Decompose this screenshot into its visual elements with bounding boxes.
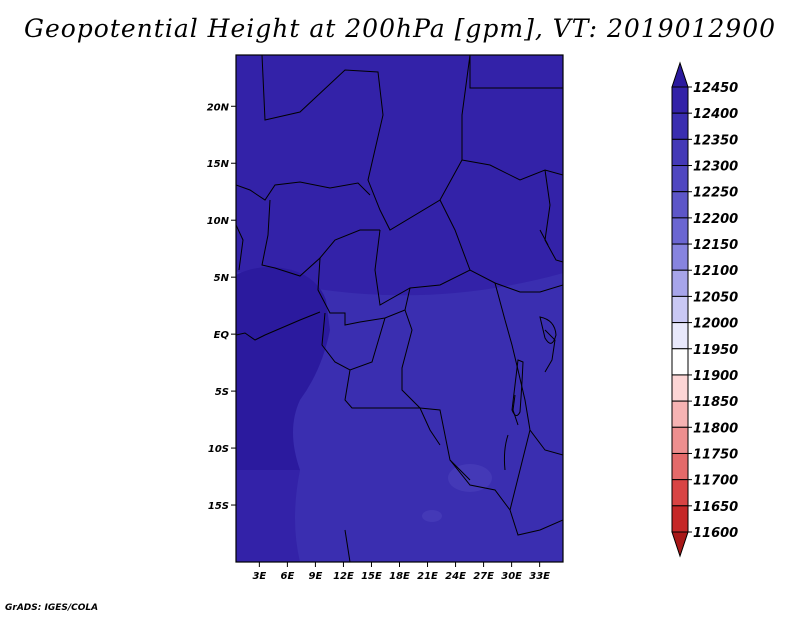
max-height-region-southwest: [236, 470, 300, 562]
colorbar-swatch: [671, 269, 689, 297]
colorbar-level-label: 12200: [693, 212, 738, 227]
lat-tick-label: EQ: [214, 330, 230, 341]
lon-tick-label: 9E: [309, 571, 323, 582]
lat-tick-label: 5N: [214, 273, 230, 284]
colorbar-swatch: [671, 505, 689, 533]
colorbar-level-label: 11850: [693, 395, 738, 410]
colorbar-swatch: [671, 322, 689, 350]
longitude-axis: 3E 6E 9E 12E 15E 18E 21E 24E 27E 30E 33E: [252, 562, 550, 582]
latitude-axis: 20N 15N 10N 5N EQ 5S 10S 15S: [207, 102, 236, 512]
lon-tick-label: 12E: [333, 571, 354, 582]
colorbar-swatch: [671, 348, 689, 376]
colorbar-level-label: 12100: [693, 264, 738, 279]
colorbar-level-label: 12050: [693, 290, 738, 305]
colorbar-swatch: [671, 400, 689, 428]
lon-tick-label: 15E: [361, 571, 382, 582]
colorbar-level-label: 11700: [693, 474, 738, 489]
colorbar: 12450 12400 12350 12300 12250 12200 12150 12100…: [671, 61, 738, 558]
colorbar-level-label: 11950: [693, 343, 738, 358]
colorbar-swatch: [671, 217, 689, 245]
colorbar-swatch: [671, 374, 689, 402]
colorbar-swatch: [671, 86, 689, 114]
colorbar-swatch: [671, 295, 689, 324]
lon-tick-label: 18E: [389, 571, 410, 582]
height-band: [236, 55, 563, 296]
colorbar-swatch: [671, 138, 689, 167]
lat-tick-label: 10S: [208, 444, 229, 455]
colorbar-swatch: [671, 243, 689, 271]
colorbar-swatch: [671, 191, 689, 219]
lat-tick-label: 15S: [208, 501, 229, 512]
colorbar-level-label: 11650: [693, 500, 738, 515]
lon-tick-label: 6E: [280, 571, 294, 582]
colorbar-top-arrow: [671, 61, 689, 88]
colorbar-swatch: [671, 165, 689, 193]
colorbar-level-label: 12400: [693, 107, 738, 122]
lake-outlines: [503, 229, 557, 471]
colorbar-level-label: 12150: [693, 238, 738, 253]
colorbar-level-label: 12250: [693, 186, 738, 201]
colorbar-level-label: 12450: [693, 81, 738, 96]
country-borders: [236, 55, 563, 562]
colorbar-level-label: 12300: [693, 160, 738, 175]
colorbar-swatch: [671, 479, 689, 507]
colorbar-level-label: 12350: [693, 133, 738, 148]
colorbar-level-label: 11900: [693, 369, 738, 384]
geopotential-field: [236, 55, 563, 562]
grads-credit: GrADS: IGES/COLA: [5, 603, 99, 613]
map-title: Geopotential Height at 200hPa [gpm], VT:…: [23, 14, 777, 43]
colorbar-level-label: 11750: [693, 447, 738, 462]
colorbar-swatch: [671, 452, 689, 481]
colorbar-swatch: [671, 426, 689, 454]
colorbar-level-label: 12000: [693, 317, 738, 332]
lat-tick-label: 15N: [207, 159, 230, 170]
lon-tick-label: 30E: [501, 571, 522, 582]
lon-tick-label: 21E: [417, 571, 438, 582]
local-low-patch: [422, 510, 442, 522]
colorbar-level-label: 11600: [693, 526, 738, 541]
colorbar-level-label: 11800: [693, 421, 738, 436]
lon-tick-label: 27E: [473, 571, 494, 582]
lat-tick-label: 5S: [215, 387, 229, 398]
lon-tick-label: 24E: [445, 571, 466, 582]
colorbar-bottom-arrow: [671, 531, 689, 558]
lon-tick-label: 33E: [529, 571, 550, 582]
colorbar-swatch: [671, 112, 689, 140]
lat-tick-label: 10N: [207, 216, 230, 227]
lon-tick-label: 3E: [252, 571, 266, 582]
lat-tick-label: 20N: [207, 102, 230, 113]
